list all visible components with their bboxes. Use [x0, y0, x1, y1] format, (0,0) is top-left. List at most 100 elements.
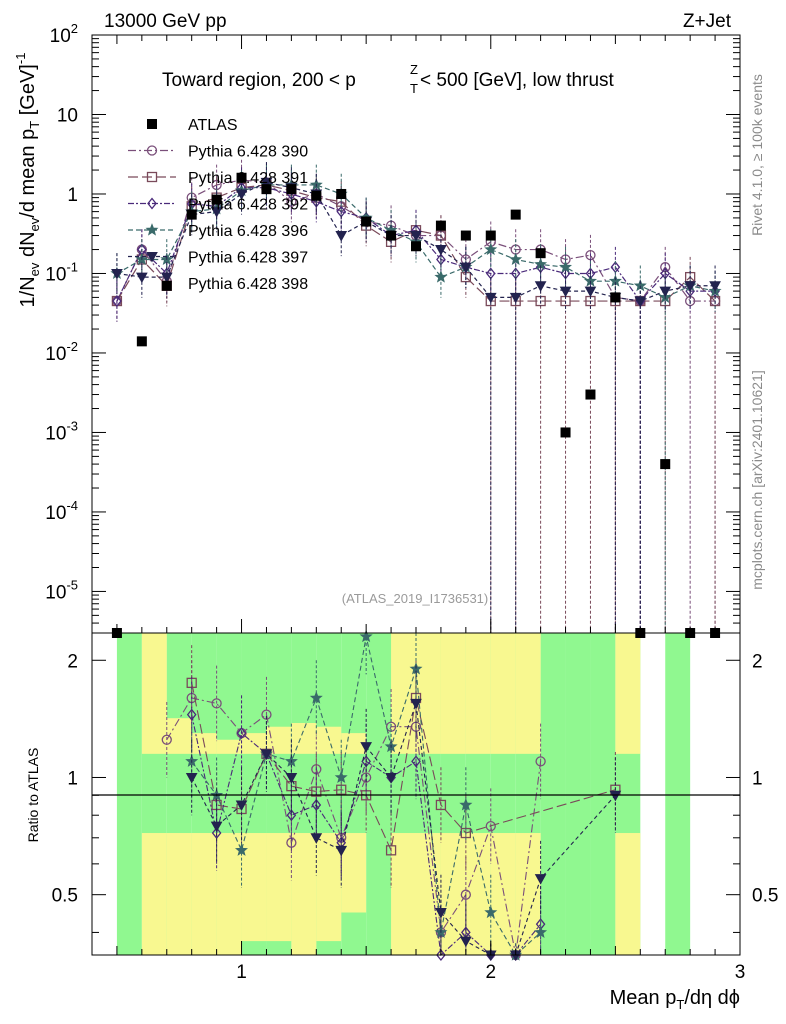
series-point — [112, 294, 122, 308]
ratio-point — [534, 925, 548, 938]
ratio-point — [435, 908, 447, 919]
band-yellow-bin-lower — [291, 833, 317, 955]
atlas-data-point — [660, 459, 671, 470]
band-yellow-bin-lower — [166, 833, 192, 955]
ratio-y-tick-label: 2 — [67, 651, 78, 672]
series-point — [335, 231, 348, 242]
atlas-data-point — [186, 209, 197, 220]
atlas-data-point — [485, 230, 496, 241]
title-main: Toward region, 200 < p — [162, 70, 356, 91]
band-yellow-bin-upper — [515, 633, 541, 754]
band-yellow-bin-lower — [615, 833, 641, 955]
band-yellow-bin-lower — [391, 833, 416, 955]
ratio-point — [286, 809, 297, 822]
band-yellow-bin-lower — [266, 833, 292, 942]
atlas-data-point — [560, 427, 571, 438]
ratio-point — [485, 820, 496, 832]
atlas-data-point — [386, 230, 397, 241]
atlas-data-point — [211, 194, 222, 205]
legend-label: Pythia 6.428 398 — [188, 276, 308, 293]
process-label: Z+Jet — [683, 11, 732, 32]
ratio-point — [235, 843, 248, 856]
band-yellow-bin-upper — [341, 733, 367, 754]
legend-label: Pythia 6.428 392 — [188, 197, 308, 214]
legend-marker — [147, 119, 157, 129]
atlas-data-point — [286, 184, 297, 195]
atlas-data-point — [585, 389, 596, 400]
y-tick-exp: -1 — [66, 259, 78, 274]
ratio-point — [359, 629, 373, 643]
ratio-point — [186, 708, 197, 721]
series-point — [410, 231, 422, 242]
ratio-point — [211, 826, 222, 840]
ratio-point — [236, 727, 247, 740]
series-point — [559, 260, 572, 273]
series-point — [434, 270, 448, 283]
ratio-point — [334, 770, 348, 783]
ratio-point — [534, 874, 547, 885]
x-tick-label: 1 — [236, 962, 247, 983]
atlas-data-point — [136, 336, 147, 347]
ratio-y-tick-label-right: 0.5 — [752, 886, 778, 907]
ratio-point — [309, 691, 323, 704]
atlas-data-point — [435, 220, 446, 231]
band-green-bin — [665, 633, 691, 955]
ratio-point — [210, 821, 223, 833]
band-yellow-bin-upper — [166, 718, 192, 754]
ratio-point — [185, 772, 198, 784]
y-tick-exp: -5 — [66, 577, 78, 592]
ratio-point — [460, 889, 471, 900]
title-rest: < 500 [GeV], low thrust — [420, 70, 615, 91]
series-point — [135, 272, 148, 284]
ratio-point — [260, 749, 273, 760]
y-tick-base: 10 — [57, 105, 78, 126]
series-point — [160, 272, 173, 284]
energy-label: 13000 GeV pp — [104, 11, 227, 32]
atlas-data-point — [510, 209, 521, 220]
legend-entry: Pythia 6.428 391 — [128, 170, 308, 187]
ratio-y-tick-label-right: 1 — [752, 768, 763, 789]
y-tick-base: 10 — [50, 26, 71, 47]
ratio-point — [484, 905, 498, 919]
legend-entry: Pythia 6.428 390 — [128, 144, 308, 161]
mcplots-label: mcplots.cern.ch [arXiv:2401.10621] — [749, 370, 765, 589]
ratio-point — [435, 799, 447, 811]
legend-label: Pythia 6.428 397 — [188, 250, 308, 267]
ratio-point — [235, 800, 248, 811]
ratio-point — [310, 833, 323, 844]
band-yellow-bin-lower — [141, 833, 167, 955]
rivet-label: Rivet 4.1.0, ≥ 100k events — [749, 74, 765, 236]
legend-marker — [146, 145, 158, 156]
y-tick-label: 10-3 — [45, 418, 78, 444]
ratio-point — [161, 734, 172, 745]
y-tick-base: 10 — [45, 582, 66, 603]
y-tick-base: 10 — [45, 344, 66, 365]
band-yellow-bin-upper — [490, 633, 516, 754]
y-axis-label-main: 1/Nev dNev/d mean pT [GeV]-1 — [13, 53, 42, 308]
band-yellow-bin-upper — [615, 633, 641, 754]
ratio-point — [436, 948, 446, 962]
series-point — [235, 189, 248, 201]
band-yellow-bin-upper — [440, 633, 466, 754]
y-tick-label: 10-1 — [45, 259, 78, 285]
legend-label: ATLAS — [188, 117, 238, 134]
y-tick-label: 102 — [50, 21, 78, 47]
y-tick-base: 10 — [45, 423, 66, 444]
series-point — [534, 281, 547, 292]
atlas-data-point — [460, 230, 471, 241]
ratio-point — [385, 845, 397, 856]
atlas-data-point — [336, 188, 347, 199]
atlas-data-point — [411, 241, 421, 252]
legend-entry: Pythia 6.428 398 — [188, 276, 308, 293]
band-yellow-bin-upper — [141, 633, 167, 754]
band-green-bin — [366, 633, 392, 955]
series-point — [210, 207, 223, 218]
atlas-data-layer — [111, 172, 721, 638]
band-green-bin — [540, 633, 566, 955]
legend-marker — [147, 197, 157, 210]
ratio-y-tick-label: 0.5 — [52, 886, 78, 907]
y-tick-label: 10 — [57, 105, 78, 126]
band-yellow-bin-upper — [465, 633, 491, 754]
band-yellow-bin-lower — [515, 833, 541, 955]
